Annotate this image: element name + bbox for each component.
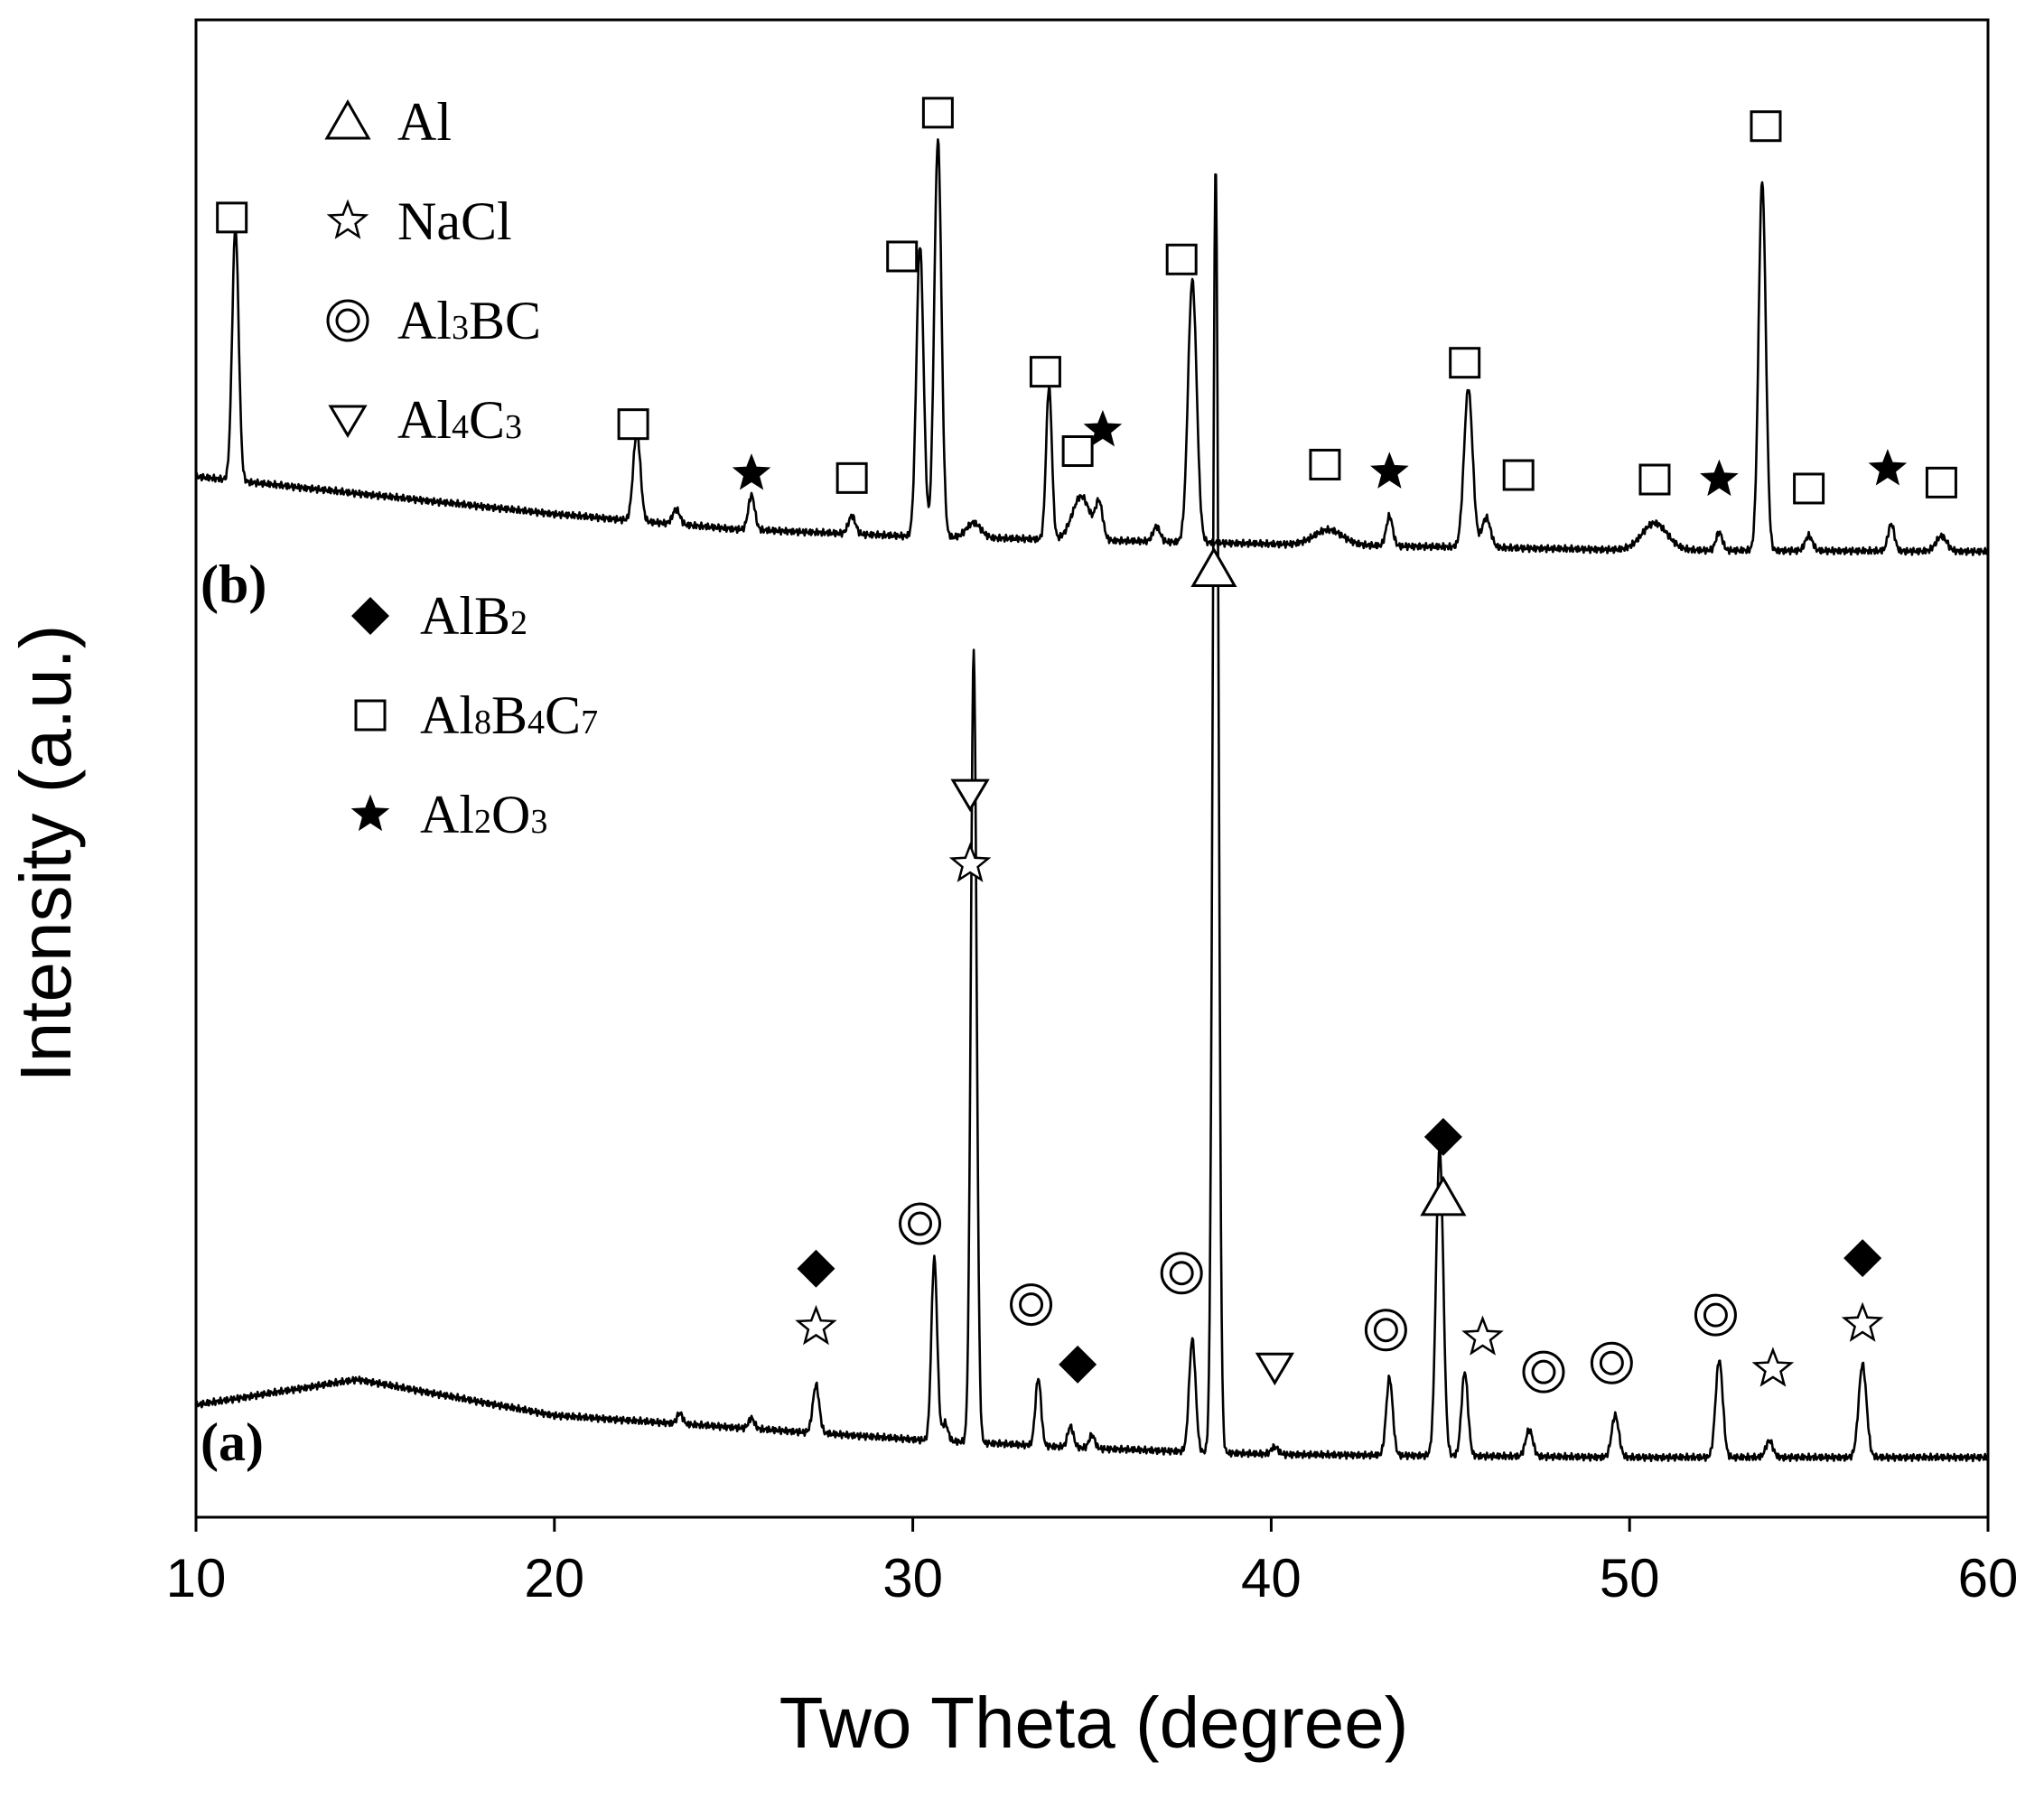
plot-frame [194,18,1990,1519]
double-circle-icon [326,299,369,342]
diamond-marker [1059,1345,1097,1384]
star-open-marker [795,1304,837,1346]
legend-item: Al4C3 [328,390,522,450]
double-circle-marker [1160,1252,1203,1295]
star-filled-marker [732,453,771,490]
square-marker [921,97,954,129]
x-tick-label: 40 [1241,1548,1302,1608]
star-open-marker [948,842,992,882]
legend-item: Al2O3 [350,785,547,844]
legend-label: Al8B4C7 [420,685,598,745]
legend-item: AlB2 [351,586,527,646]
x-axis-title: Two Theta (degree) [779,1682,1409,1763]
triangle-down-marker [1255,1352,1295,1386]
legend-label: Al [397,92,452,152]
legend-label: Al2O3 [420,785,547,844]
legend-label: Al3BC [397,291,541,350]
series-labels: (a) (b) [201,555,266,1472]
double-circle-marker [1522,1350,1565,1394]
square-marker [1502,459,1535,491]
x-axis-ticks: 10 20 30 40 50 60 [166,1517,2019,1608]
triangle-down-icon [328,405,368,438]
square-marker [1165,243,1198,275]
legend-item: Al8B4C7 [354,685,598,745]
star-filled-marker [1370,452,1409,489]
x-tick-label: 10 [166,1548,227,1608]
square-marker [886,240,919,273]
square-marker [1750,110,1782,143]
star-open-icon [326,199,369,239]
y-axis-title: Intensity (a.u.) [5,625,86,1083]
triangle-up-marker [1190,546,1237,587]
star-filled-icon [350,794,390,832]
series-line-b [194,138,1990,556]
square-marker [1449,347,1481,379]
x-tick-label: 50 [1600,1548,1660,1608]
diamond-marker [797,1249,835,1288]
legend-item: Al [324,92,452,152]
triangle-up-icon [324,98,371,140]
star-filled-marker [1700,459,1739,497]
diamond-marker [1843,1239,1882,1278]
star-open-marker [1751,1347,1795,1387]
double-circle-marker [899,1202,942,1245]
square-marker [1061,435,1094,468]
series-label-a: (a) [201,1412,264,1472]
double-circle-marker [1694,1293,1737,1337]
square-marker [1029,356,1061,388]
star-filled-marker [1083,409,1123,447]
triangle-down-marker [950,778,990,813]
diamond-marker [1423,1117,1462,1156]
double-circle-marker [1590,1341,1633,1384]
phase-markers [216,97,1957,1394]
square-marker [835,461,868,494]
legend: Al NaCl Al3BC Al4C3 AlB2 Al8B4C7 Al2O3 [324,92,598,844]
square-marker [1309,448,1341,480]
triangle-up-marker [1420,1175,1467,1216]
x-tick-label: 20 [524,1548,584,1608]
series-label-b: (b) [201,555,266,614]
legend-label: AlB2 [420,586,527,646]
star-open-marker [1841,1301,1884,1342]
plot-area [194,18,1990,1519]
square-marker [1925,466,1957,499]
legend-label: NaCl [397,191,512,251]
star-open-marker [1461,1315,1504,1356]
legend-item: NaCl [326,191,512,251]
square-marker [1793,472,1825,505]
double-circle-marker [1364,1309,1407,1352]
square-icon [354,699,387,732]
square-marker [216,201,248,234]
star-filled-marker [1868,449,1908,486]
series-layer [194,138,1990,1463]
legend-label: Al4C3 [397,390,522,450]
square-marker [1638,463,1671,496]
series-line-a [194,172,1990,1463]
diamond-icon [351,597,389,635]
x-tick-label: 60 [1958,1548,2019,1608]
square-marker [617,408,649,441]
legend-item: Al3BC [326,291,541,350]
x-tick-label: 30 [882,1548,943,1608]
double-circle-marker [1010,1283,1053,1327]
